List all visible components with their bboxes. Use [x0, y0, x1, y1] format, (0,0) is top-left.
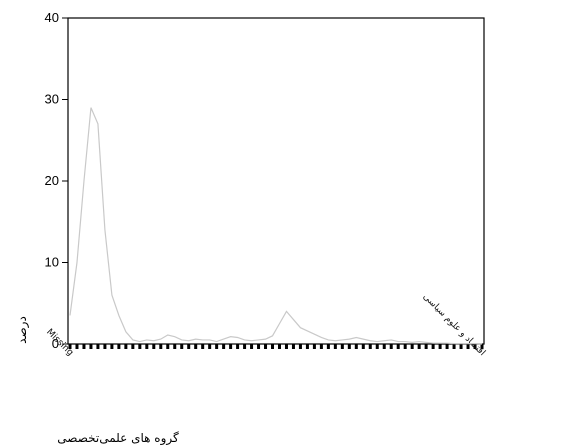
x-tick-mark — [417, 344, 421, 349]
x-tick-mark — [180, 344, 184, 349]
x-tick-mark — [403, 344, 407, 349]
x-tick-mark — [250, 344, 254, 349]
x-tick-mark — [124, 344, 128, 349]
x-axis-title: گروه های علمی‌تخصصی — [57, 431, 179, 446]
x-tick-mark — [459, 344, 463, 349]
x-tick-mark — [208, 344, 212, 349]
x-tick-mark — [117, 344, 121, 349]
x-tick-mark — [333, 344, 337, 349]
x-tick-mark — [187, 344, 191, 349]
x-tick-mark — [159, 344, 163, 349]
x-tick-mark — [452, 344, 456, 349]
x-tick-mark — [145, 344, 149, 349]
plot-frame — [67, 17, 485, 345]
x-tick-mark — [222, 344, 226, 349]
x-tick-mark — [173, 344, 177, 349]
x-tick-mark — [89, 344, 93, 349]
x-tick-mark — [466, 344, 470, 349]
x-tick-mark — [354, 344, 358, 349]
x-tick-mark — [68, 344, 72, 349]
x-tick-mark — [291, 344, 295, 349]
x-tick-label: Missing — [44, 327, 75, 358]
x-tick-mark — [424, 344, 428, 349]
x-tick-mark — [75, 344, 79, 349]
x-tick-mark — [277, 344, 281, 349]
x-tick-mark — [138, 344, 142, 349]
x-tick-mark — [110, 344, 114, 349]
x-tick-mark — [298, 344, 302, 349]
x-tick-mark — [152, 344, 156, 349]
x-tick-mark — [347, 344, 351, 349]
x-tick-mark — [410, 344, 414, 349]
y-tick-label: 40 — [45, 10, 59, 25]
x-tick-mark — [96, 344, 100, 349]
x-tick-mark — [236, 344, 240, 349]
x-tick-mark — [201, 344, 205, 349]
x-tick-mark — [319, 344, 323, 349]
x-tick-mark — [312, 344, 316, 349]
x-tick-mark — [257, 344, 261, 349]
x-tick-mark — [396, 344, 400, 349]
x-axis: Missing اقتصاد و علوم سیاسی — [44, 292, 487, 358]
x-tick-mark — [445, 344, 449, 349]
y-tick-label: 30 — [45, 92, 59, 107]
x-tick-mark — [194, 344, 198, 349]
y-tick-label: 0 — [52, 336, 59, 351]
x-tick-mark — [284, 344, 288, 349]
y-tick-label: 20 — [45, 173, 59, 188]
x-tick-mark — [271, 344, 275, 349]
x-tick-mark — [82, 344, 86, 349]
x-tick-mark — [326, 344, 330, 349]
x-tick-mark — [361, 344, 365, 349]
x-tick-mark — [166, 344, 170, 349]
y-axis-title: درصد — [15, 316, 30, 344]
series-line — [69, 107, 483, 345]
x-tick-mark — [480, 344, 484, 349]
x-tick-mark — [431, 344, 435, 349]
x-tick-mark — [473, 344, 477, 349]
x-tick-mark — [340, 344, 344, 349]
x-tick-mark — [375, 344, 379, 349]
y-axis: 0 10 20 30 40 — [45, 10, 68, 351]
x-tick-mark — [264, 344, 268, 349]
x-tick-mark — [131, 344, 135, 349]
x-tick-mark — [103, 344, 107, 349]
x-tick-mark — [382, 344, 386, 349]
x-tick-mark — [438, 344, 442, 349]
x-tick-mark — [305, 344, 309, 349]
x-tick-mark — [243, 344, 247, 349]
y-tick-label: 10 — [45, 255, 59, 270]
x-tick-mark — [389, 344, 393, 349]
x-tick-mark — [229, 344, 233, 349]
x-tick-mark — [215, 344, 219, 349]
x-tick-mark — [368, 344, 372, 349]
